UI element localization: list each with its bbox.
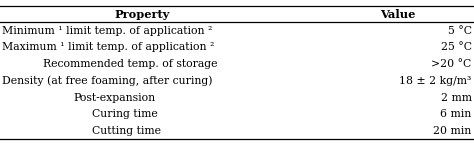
Text: >20 °C: >20 °C (431, 59, 472, 69)
Text: Recommended temp. of storage: Recommended temp. of storage (43, 59, 217, 69)
Text: Density (at free foaming, after curing): Density (at free foaming, after curing) (2, 76, 213, 86)
Text: Value: Value (381, 9, 416, 20)
Text: 18 ± 2 kg/m³: 18 ± 2 kg/m³ (400, 76, 472, 86)
Text: Cutting time: Cutting time (92, 126, 162, 136)
Text: Post-expansion: Post-expansion (73, 93, 155, 103)
Text: 6 min: 6 min (440, 109, 472, 119)
Text: Minimum ¹ limit temp. of application ²: Minimum ¹ limit temp. of application ² (2, 26, 213, 36)
Text: 5 °C: 5 °C (447, 26, 472, 36)
Text: 2 mm: 2 mm (441, 93, 472, 103)
Text: 20 min: 20 min (433, 126, 472, 136)
Text: 25 °C: 25 °C (441, 42, 472, 52)
Text: Maximum ¹ limit temp. of application ²: Maximum ¹ limit temp. of application ² (2, 42, 215, 52)
Text: Curing time: Curing time (92, 109, 158, 119)
Text: Property: Property (115, 9, 170, 20)
